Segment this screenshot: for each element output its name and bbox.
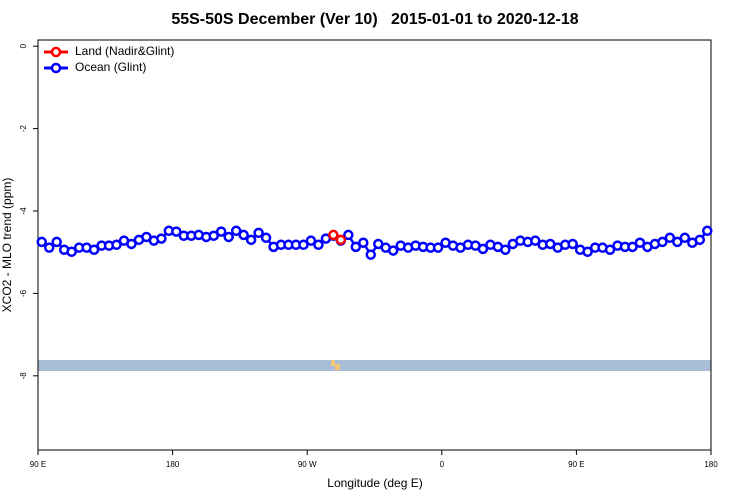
point [36, 236, 47, 248]
y-tick-label: 0 [19, 43, 28, 48]
land-mask-patch [331, 360, 335, 366]
y-tick-label: -8 [19, 372, 28, 380]
point [664, 232, 676, 244]
point [230, 225, 242, 237]
point [358, 237, 369, 248]
x-tick-label: 180 [166, 460, 180, 469]
point [530, 235, 541, 246]
point [208, 230, 219, 241]
point [253, 227, 264, 239]
y-tick-label: -2 [19, 124, 28, 132]
point [328, 229, 339, 241]
point [432, 242, 444, 253]
point [582, 246, 593, 258]
x-tick-label: 0 [440, 460, 445, 469]
point [500, 244, 511, 255]
point [567, 238, 578, 250]
point [260, 232, 272, 244]
point [111, 239, 122, 251]
point [313, 239, 324, 251]
chart-title: 55S-50S December (Ver 10) 2015-01-01 to … [171, 11, 578, 28]
point [43, 242, 55, 253]
point [298, 239, 309, 251]
point [215, 226, 227, 237]
point [305, 235, 317, 246]
y-tick-label: -4 [19, 207, 28, 215]
point [350, 241, 362, 253]
point [335, 234, 347, 246]
point [88, 244, 100, 255]
point [245, 234, 257, 246]
legend-label: Ocean (Glint) [75, 60, 146, 74]
point [634, 237, 646, 248]
point [657, 236, 668, 248]
point [604, 244, 616, 255]
legend-swatch [50, 46, 62, 58]
y-tick-label: -6 [19, 289, 28, 297]
x-tick-label: 90 W [298, 460, 317, 469]
land-mask-patch [335, 364, 340, 370]
point [66, 246, 77, 258]
x-tick-label: 90 E [568, 460, 584, 469]
point [387, 245, 399, 256]
point [343, 229, 354, 241]
x-tick-label: 90 E [30, 460, 46, 469]
point [126, 238, 137, 250]
legend-label: Land (Nadir&Glint) [75, 44, 174, 58]
land-mask-strip [38, 360, 711, 371]
point [365, 249, 377, 260]
x-axis-label: Longitude (deg E) [327, 476, 422, 490]
point [627, 241, 638, 253]
point [223, 231, 234, 243]
point [679, 232, 691, 244]
point [694, 234, 706, 246]
x-tick-label: 180 [704, 460, 718, 469]
point [702, 225, 713, 237]
point [477, 243, 489, 255]
point [672, 236, 683, 248]
point [171, 226, 182, 237]
point [156, 233, 167, 244]
point [238, 229, 249, 241]
y-axis-label: XCO2 - MLO trend (ppm) [0, 178, 14, 313]
legend-swatch [50, 62, 62, 74]
point [51, 236, 62, 248]
